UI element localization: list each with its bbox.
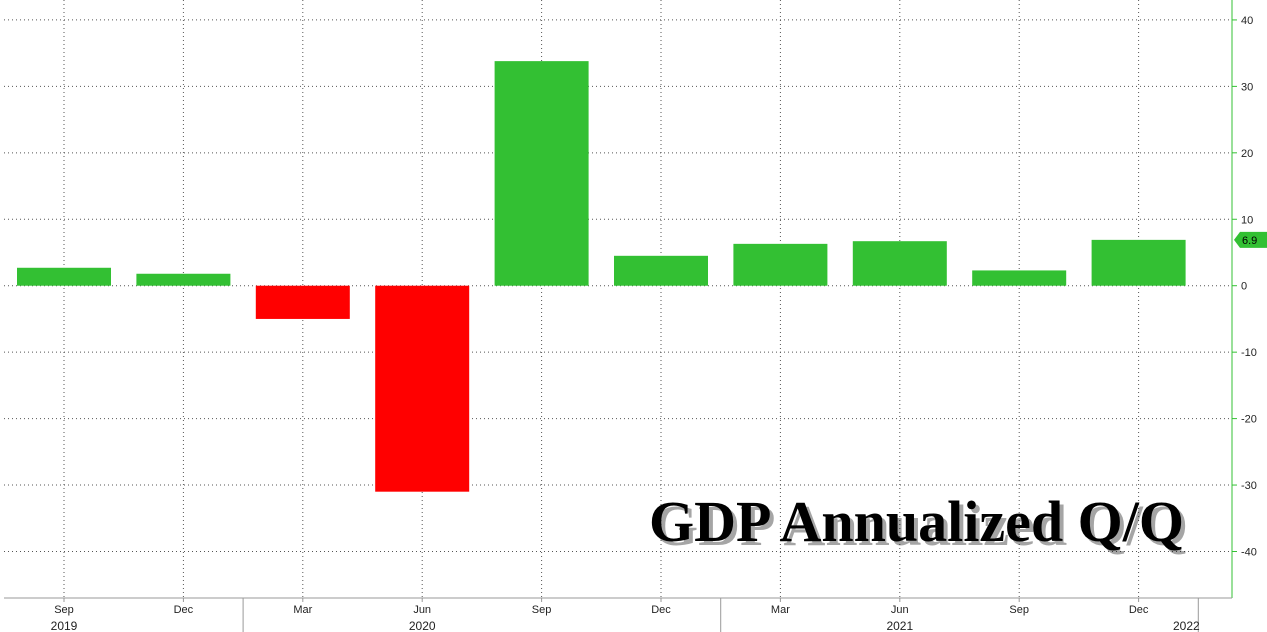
last-value-label: 6.9 [1242, 235, 1257, 247]
x-year-label: 2019 [51, 619, 78, 632]
x-tick-label: Sep [532, 604, 552, 616]
x-tick-label: Mar [293, 604, 312, 616]
bar [852, 241, 947, 286]
bar [733, 243, 828, 286]
y-tick-label: 0 [1241, 281, 1247, 293]
y-tick-label: -10 [1241, 347, 1257, 359]
y-tick-label: -20 [1241, 414, 1257, 426]
axis-layer: -40 -30 -20 -10 0 10 20 30 40 6.9 [4, 0, 1267, 599]
bar [136, 273, 231, 286]
bar [375, 285, 470, 492]
y-tick-label: -40 [1241, 546, 1257, 558]
y-tick-label: -30 [1241, 480, 1257, 492]
x-tick-label: Sep [1009, 604, 1029, 616]
x-tick-label: Jun [413, 604, 431, 616]
y-tick-label: 40 [1241, 15, 1253, 27]
y-tick-label: 20 [1241, 148, 1253, 160]
y-tick-label: 30 [1241, 81, 1253, 93]
chart-title: GDP Annualized Q/Q [649, 489, 1184, 554]
x-year-label: 2022 [1173, 619, 1200, 632]
bar [614, 255, 708, 286]
bar [1091, 239, 1186, 286]
y-tick-label: 10 [1241, 214, 1253, 226]
x-tick-label: Sep [54, 604, 74, 616]
title-layer: GDP Annualized Q/Q GDP Annualized Q/Q [649, 489, 1188, 558]
last-value-tag [1234, 231, 1267, 248]
x-tick-label: Dec [174, 604, 194, 616]
bar [494, 61, 589, 286]
x-tick-label: Dec [651, 604, 671, 616]
x-year-label: 2021 [886, 619, 913, 632]
bar [17, 267, 111, 286]
x-tick-label: Mar [771, 604, 790, 616]
x-labels-layer: Sep Dec Mar Jun Sep Dec Mar Jun Sep Dec 2019 2020 20… [51, 598, 1200, 632]
x-tick-label: Dec [1129, 604, 1149, 616]
x-tick-label: Jun [891, 604, 909, 616]
x-year-label: 2020 [409, 619, 436, 632]
bar [972, 270, 1067, 286]
chart-title-shadow: GDP Annualized Q/Q [653, 493, 1188, 558]
bar [255, 285, 350, 319]
grid-layer [4, 0, 1232, 598]
bars-layer [17, 61, 1186, 492]
